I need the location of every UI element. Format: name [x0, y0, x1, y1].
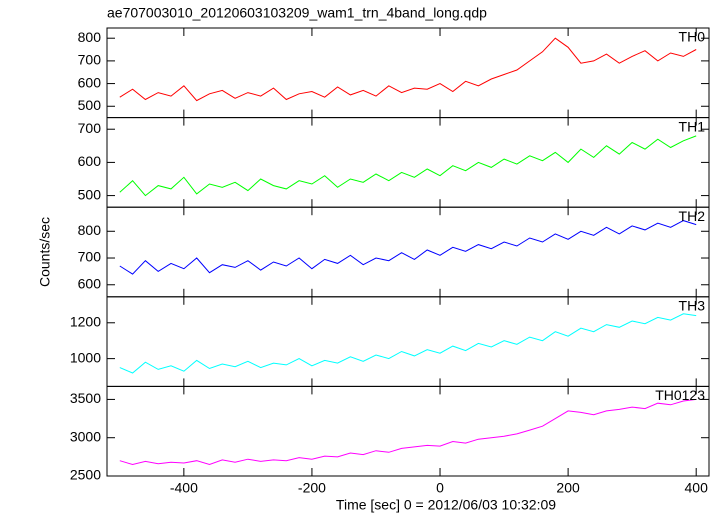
y-tick-label: 700	[78, 249, 102, 265]
y-tick-label: 500	[78, 97, 102, 113]
y-tick-label: 600	[78, 153, 102, 169]
panel-label: TH2	[679, 208, 706, 224]
y-tick-label: 500	[78, 186, 102, 202]
x-tick-label: 400	[685, 480, 709, 496]
y-tick-label: 800	[78, 222, 102, 238]
y-tick-label: 700	[78, 120, 102, 136]
data-line	[119, 313, 697, 374]
y-tick-label: 3000	[70, 428, 101, 444]
y-tick-label: 800	[78, 29, 102, 45]
x-tick-label: -200	[298, 480, 326, 496]
chart-title: ae707003010_20120603103209_wam1_trn_4ban…	[107, 5, 487, 21]
y-tick-label: 3500	[70, 390, 101, 406]
y-tick-label: 700	[78, 52, 102, 68]
data-line	[119, 398, 697, 466]
x-tick-label: -400	[170, 480, 198, 496]
panel-label: TH1	[679, 118, 706, 134]
data-line	[119, 135, 697, 197]
panel-frame	[106, 385, 710, 477]
y-tick-label: 600	[78, 74, 102, 90]
panel-label: TH0	[679, 29, 706, 45]
x-tick-label: 0	[436, 480, 444, 496]
panel-label: TH3	[679, 298, 706, 314]
panel-frame	[106, 206, 710, 298]
y-tick-label: 600	[78, 275, 102, 291]
panel-label: TH0123	[655, 387, 705, 403]
panel-frame	[106, 296, 710, 387]
data-line	[119, 220, 697, 275]
y-tick-label: 1000	[70, 349, 101, 365]
y-tick-label: 1200	[70, 313, 101, 329]
y-axis-label: Counts/sec	[37, 217, 53, 287]
y-tick-label: 2500	[70, 467, 101, 483]
panel-frame	[106, 27, 710, 119]
x-axis-label: Time [sec] 0 = 2012/06/03 10:32:09	[336, 497, 556, 513]
data-line	[119, 37, 697, 102]
x-tick-label: 200	[556, 480, 580, 496]
